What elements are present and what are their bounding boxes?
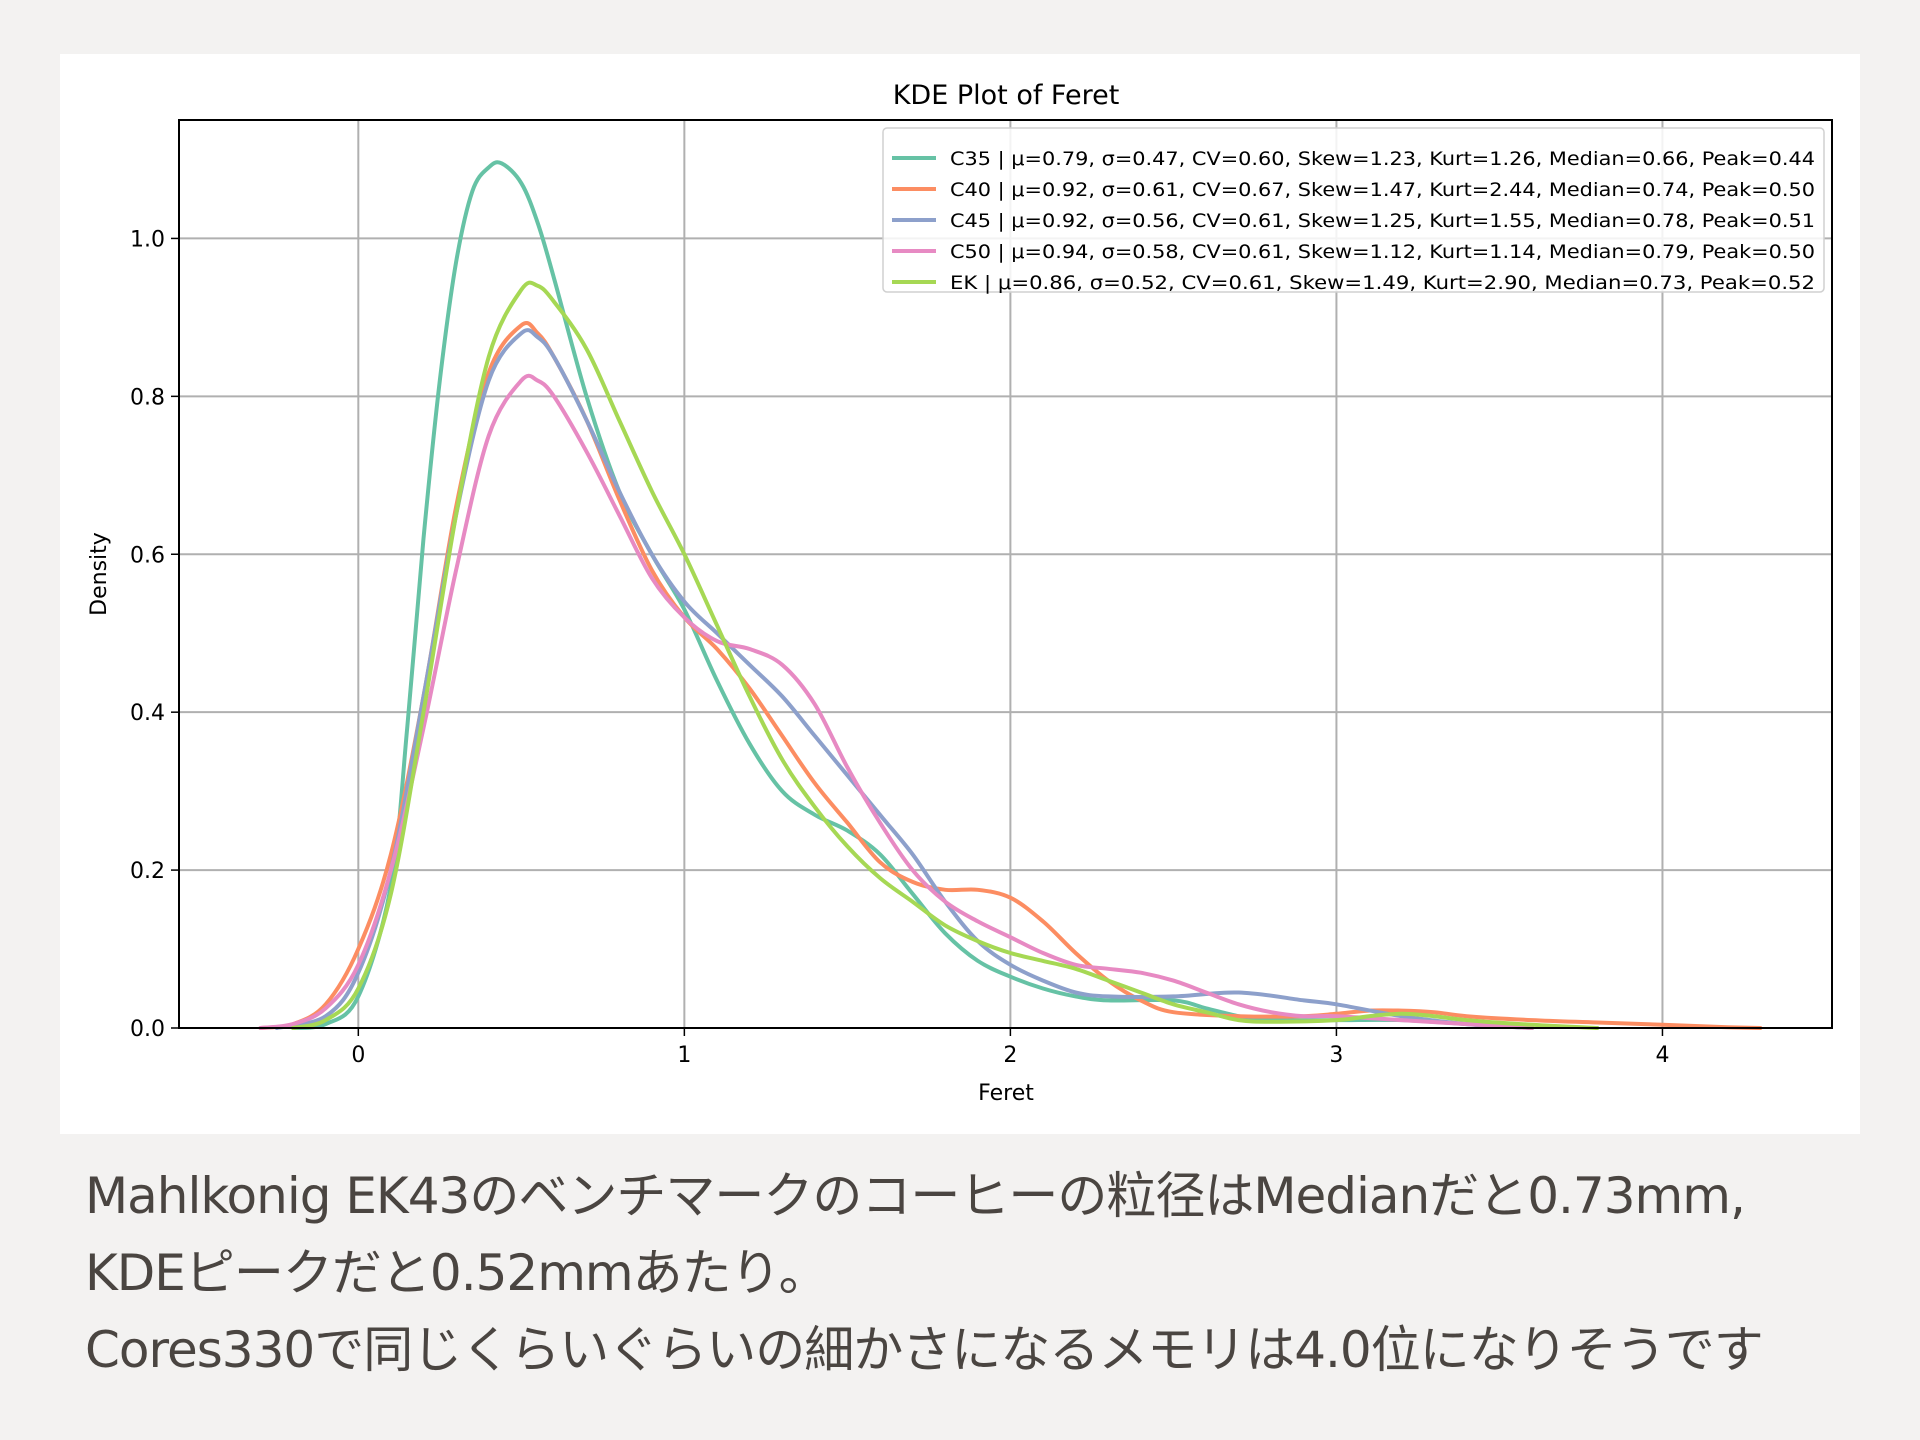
y-tick-label: 0.0	[130, 1017, 165, 1042]
series-line-ek	[291, 280, 1600, 1030]
caption-line: Cores330で同じくらいぐらいの細かさになるメモリは4.0位になりそうです	[85, 1321, 1764, 1379]
legend: C35 | μ=0.79, σ=0.47, CV=0.60, Skew=1.23…	[882, 127, 1825, 294]
series-line-c50	[258, 373, 1534, 1030]
series-lines	[258, 160, 1763, 1030]
y-tick-label: 0.2	[130, 859, 165, 884]
x-axis-label: Feret	[978, 1081, 1034, 1106]
x-tick-label: 0	[351, 1043, 365, 1068]
x-tick-label: 4	[1655, 1043, 1669, 1068]
series-line-c45	[274, 328, 1534, 1030]
y-tick-label: 0.6	[130, 543, 165, 568]
legend-label: C45 | μ=0.92, σ=0.56, CV=0.61, Skew=1.25…	[950, 210, 1815, 232]
y-tick-label: 0.4	[130, 701, 165, 726]
legend-box	[882, 127, 1825, 293]
legend-label: EK | μ=0.86, σ=0.52, CV=0.61, Skew=1.49,…	[950, 272, 1815, 294]
caption: Mahlkonig EK43のベンチマークのコーヒーの粒径はMedianだと0.…	[85, 1158, 1885, 1389]
plot-frame	[178, 119, 1833, 1029]
y-axis-label: Density	[87, 532, 112, 616]
y-tick-label: 1.0	[130, 227, 165, 252]
chart-title: KDE Plot of Feret	[893, 80, 1120, 111]
legend-label: C35 | μ=0.79, σ=0.47, CV=0.60, Skew=1.23…	[950, 148, 1815, 170]
x-axis: 0 1 2 3 4	[351, 1028, 1669, 1068]
series-line-c35	[291, 160, 1534, 1030]
x-tick-label: 2	[1003, 1043, 1017, 1068]
kde-chart: 0 1 2 3 4 0.0 0.2 0.4 0.6 0.8 1.0 KDE Plot of Fer…	[87, 80, 1833, 1106]
legend-label: C50 | μ=0.94, σ=0.58, CV=0.61, Skew=1.12…	[950, 241, 1815, 263]
y-axis: 0.0 0.2 0.4 0.6 0.8 1.0	[130, 227, 179, 1042]
caption-line: Mahlkonig EK43のベンチマークのコーヒーの粒径はMedianだと0.…	[85, 1167, 1746, 1225]
legend-label: C40 | μ=0.92, σ=0.61, CV=0.67, Skew=1.47…	[950, 179, 1815, 201]
chart-card: 0 1 2 3 4 0.0 0.2 0.4 0.6 0.8 1.0 KDE Plot of Fer…	[60, 54, 1860, 1134]
y-tick-label: 0.8	[130, 385, 165, 410]
caption-line: KDEピークだと0.52mmあたり。	[85, 1244, 829, 1302]
x-tick-label: 1	[677, 1043, 691, 1068]
x-tick-label: 3	[1329, 1043, 1343, 1068]
